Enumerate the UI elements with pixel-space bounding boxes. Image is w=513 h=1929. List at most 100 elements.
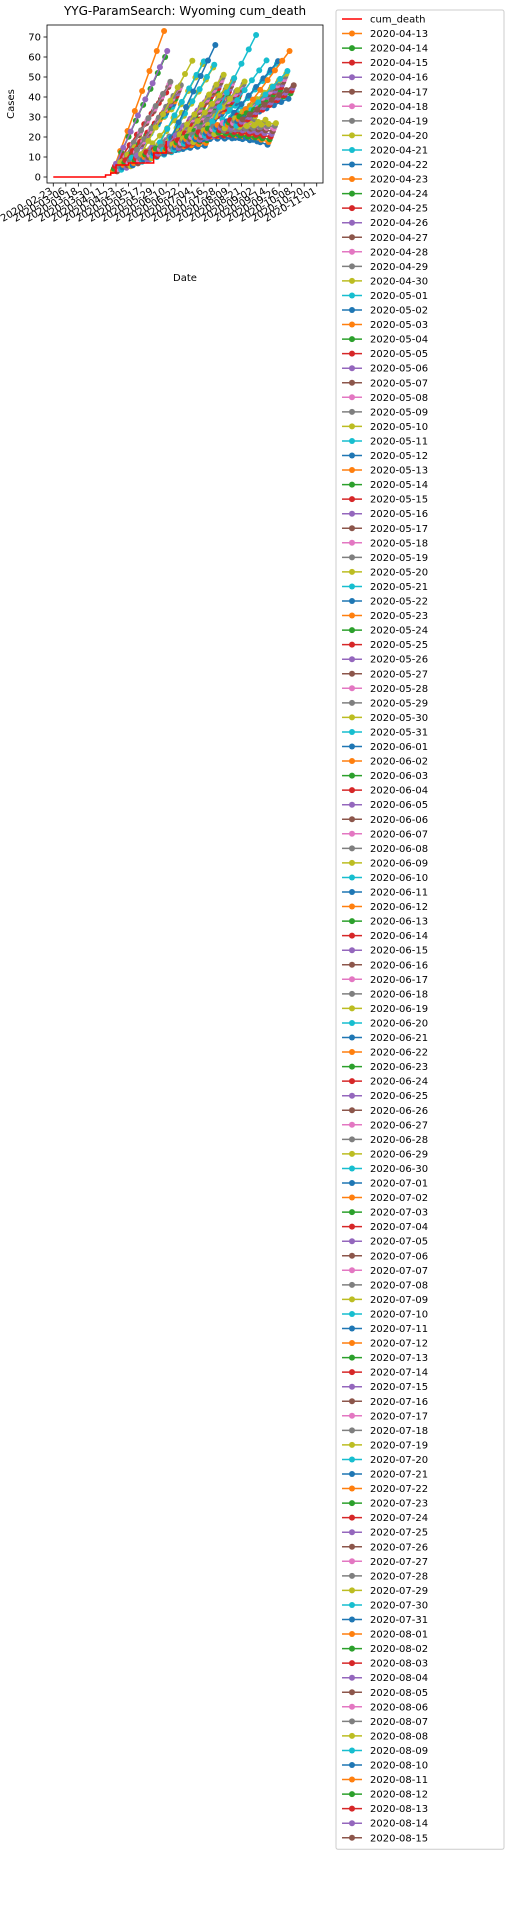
legend-label: 2020-07-02	[370, 1193, 428, 1204]
legend-item: 2020-06-30	[342, 1164, 428, 1175]
series-point	[184, 121, 191, 128]
legend-label: 2020-07-21	[370, 1470, 428, 1481]
legend-swatch-marker	[349, 1601, 355, 1608]
legend-item: 2020-08-06	[342, 1702, 428, 1713]
legend-item: 2020-07-14	[342, 1368, 428, 1379]
legend-label: 2020-04-13	[370, 29, 428, 40]
series-point	[234, 97, 241, 104]
legend-swatch-marker	[349, 1427, 355, 1434]
legend-label: 2020-07-17	[370, 1411, 428, 1422]
plot-area	[53, 28, 297, 178]
series-point	[149, 80, 156, 87]
legend-swatch-marker	[349, 176, 355, 183]
legend-label: 2020-06-27	[370, 1120, 428, 1131]
legend-item: 2020-06-10	[342, 873, 428, 884]
legend-item: 2020-07-25	[342, 1528, 428, 1539]
legend-label: 2020-08-05	[370, 1688, 428, 1699]
legend-item: 2020-04-13	[342, 29, 428, 40]
legend-swatch-marker	[349, 423, 355, 430]
legend-swatch-marker	[349, 612, 355, 619]
legend-item: 2020-05-06	[342, 364, 428, 375]
series-point	[238, 60, 245, 67]
legend-swatch-marker	[349, 1383, 355, 1390]
legend-item: 2020-05-01	[342, 291, 428, 302]
legend-swatch-marker	[349, 234, 355, 241]
legend-swatch-marker	[349, 1049, 355, 1056]
legend-label: 2020-08-12	[370, 1790, 428, 1801]
series-point	[216, 104, 223, 110]
legend-item: 2020-05-16	[342, 509, 428, 520]
legend-swatch-marker	[349, 525, 355, 532]
forecast-series	[239, 82, 297, 123]
legend-label: 2020-06-03	[370, 771, 428, 782]
legend-label: 2020-07-25	[370, 1528, 428, 1539]
legend-label: 2020-04-20	[370, 131, 428, 142]
legend-item: 2020-04-21	[342, 145, 428, 156]
forecast-series	[138, 57, 196, 158]
legend-item: 2020-05-23	[342, 611, 428, 622]
legend-swatch-marker	[349, 1762, 355, 1768]
legend-item: 2020-08-07	[342, 1717, 428, 1728]
legend-swatch-marker	[349, 307, 355, 313]
legend-label: 2020-06-29	[370, 1149, 428, 1160]
legend-swatch-marker	[349, 539, 355, 546]
legend-label: 2020-05-05	[370, 349, 428, 360]
legend-label: 2020-07-28	[370, 1571, 428, 1582]
legend-swatch-marker	[349, 961, 355, 968]
legend-label: 2020-07-22	[370, 1484, 428, 1495]
legend-label: 2020-06-30	[370, 1164, 428, 1175]
legend-swatch-marker	[349, 641, 355, 648]
legend-swatch-marker	[349, 277, 355, 284]
series-point	[246, 111, 253, 118]
legend-item: 2020-07-28	[342, 1571, 428, 1582]
legend-item: 2020-06-24	[342, 1077, 428, 1088]
legend-item: 2020-07-01	[342, 1179, 428, 1190]
series-point	[220, 71, 227, 78]
legend-swatch-marker	[349, 219, 355, 226]
legend-swatch-marker	[349, 394, 355, 401]
legend-item: 2020-05-12	[342, 451, 428, 462]
legend-item: 2020-05-04	[342, 335, 428, 346]
legend-label: 2020-06-05	[370, 800, 428, 811]
legend-label: 2020-07-11	[370, 1324, 428, 1335]
legend-item: 2020-08-11	[342, 1775, 428, 1786]
axes-frame	[46, 24, 324, 184]
series-point	[255, 99, 262, 106]
series-point	[167, 78, 174, 85]
legend-item: 2020-07-08	[342, 1280, 428, 1291]
legend-item: 2020-08-12	[342, 1790, 428, 1801]
legend-swatch-marker	[349, 714, 355, 721]
legend-item: 2020-07-19	[342, 1440, 428, 1451]
series-point	[182, 71, 188, 78]
series-point	[198, 101, 205, 108]
legend-swatch-marker	[349, 1121, 355, 1128]
legend-swatch-marker	[349, 1631, 355, 1638]
legend-swatch-marker	[349, 1456, 355, 1463]
series-point	[201, 109, 208, 116]
y-tick-label: 0	[35, 173, 41, 184]
legend-swatch-marker	[349, 1005, 355, 1012]
legend-swatch-marker	[349, 1805, 355, 1812]
series-point	[160, 90, 167, 97]
legend-label: 2020-06-18	[370, 989, 428, 1000]
legend-item: 2020-05-02	[342, 306, 428, 317]
y-axis: 0 10 20 30 40 50 60 70	[28, 33, 47, 184]
legend-label: 2020-08-10	[370, 1761, 428, 1772]
series-point	[269, 83, 276, 90]
legend-swatch-marker	[349, 45, 355, 52]
legend-swatch-marker	[349, 845, 355, 852]
series-point	[213, 81, 220, 88]
forecast-series	[169, 71, 227, 148]
legend-swatch-marker	[349, 190, 355, 197]
legend-item: cum_death	[342, 15, 425, 26]
legend-item: 2020-05-17	[342, 524, 428, 535]
legend-item: 2020-08-14	[342, 1819, 428, 1830]
series-point	[272, 120, 279, 127]
legend-label: 2020-05-21	[370, 582, 428, 593]
legend-swatch-marker	[349, 976, 355, 983]
legend-item: 2020-07-11	[342, 1324, 428, 1335]
legend-swatch-marker	[349, 859, 355, 866]
legend-item: 2020-04-19	[342, 116, 428, 127]
series-point	[130, 139, 137, 146]
series-point	[253, 32, 260, 38]
